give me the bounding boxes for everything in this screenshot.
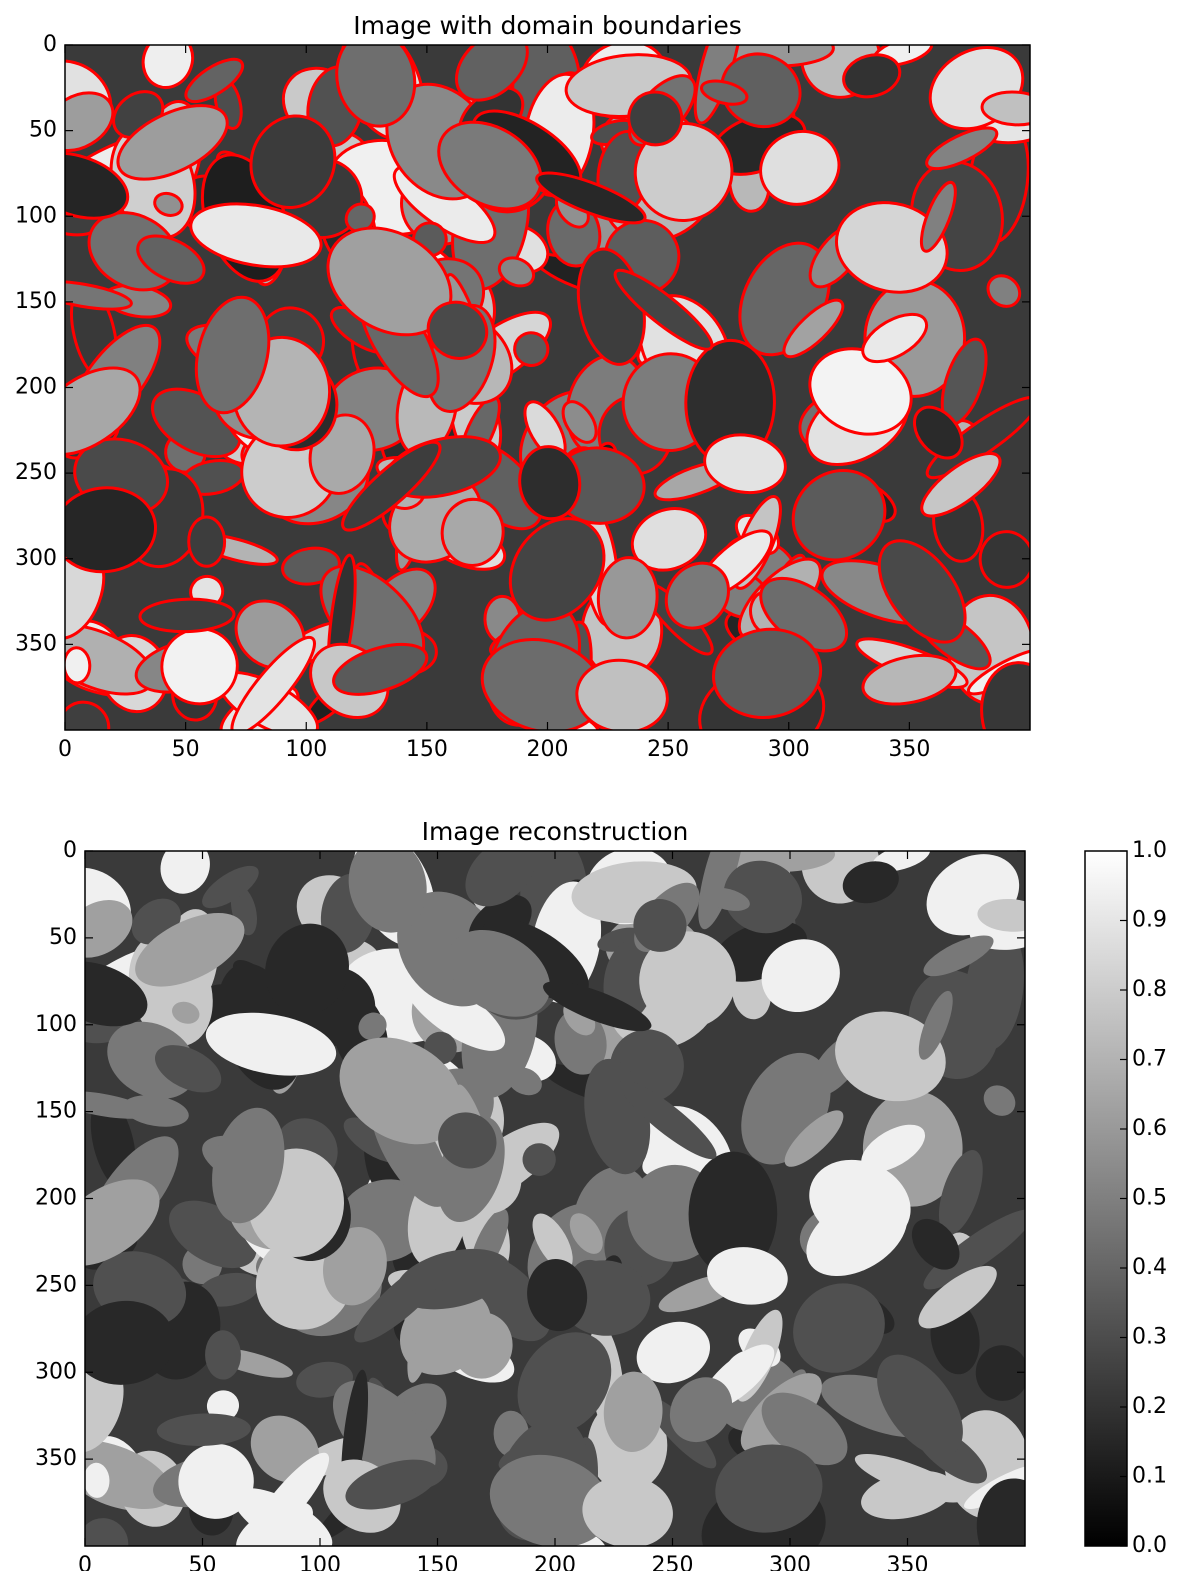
y-tick-label: 0 (63, 838, 77, 863)
x-tick-label: 150 (417, 1553, 459, 1571)
x-tick-label: 50 (189, 1553, 217, 1571)
x-tick-label: 0 (58, 737, 72, 762)
x-tick-label: 100 (285, 737, 327, 762)
x-tick-label: 200 (527, 737, 569, 762)
colorbar-tick-label: 0.3 (1132, 1325, 1167, 1350)
y-tick-label: 50 (29, 118, 57, 143)
x-tick-label: 150 (406, 737, 448, 762)
y-tick-label: 200 (35, 1186, 77, 1211)
x-tick-label: 0 (78, 1553, 92, 1571)
x-tick-label: 300 (768, 737, 810, 762)
x-tick-label: 200 (534, 1553, 576, 1571)
colorbar-tick-label: 0.5 (1132, 1186, 1167, 1211)
x-tick-label: 50 (172, 737, 200, 762)
chart-title: Image reconstruction (422, 817, 689, 846)
image (26, 803, 1068, 1571)
image-region (188, 517, 225, 567)
image (6, 0, 1072, 775)
chart-title: Image with domain boundaries (353, 11, 741, 40)
x-tick-label: 250 (652, 1553, 694, 1571)
y-tick-label: 100 (35, 1012, 77, 1037)
y-tick-label: 150 (35, 1099, 77, 1124)
y-tick-label: 250 (15, 460, 57, 485)
colorbar-tick-label: 1.0 (1132, 838, 1167, 863)
y-tick-label: 350 (35, 1446, 77, 1471)
y-tick-label: 200 (15, 375, 57, 400)
y-tick-label: 0 (43, 32, 57, 57)
x-tick-label: 350 (888, 737, 930, 762)
colorbar-tick-label: 0.6 (1132, 1116, 1167, 1141)
colorbar-tick-label: 0.1 (1132, 1464, 1167, 1489)
image-region (63, 647, 90, 683)
y-tick-label: 150 (15, 289, 57, 314)
colorbar-tick-label: 0.7 (1132, 1047, 1167, 1072)
colorbar-tick-label: 0.9 (1132, 908, 1167, 933)
y-tick-label: 350 (15, 631, 57, 656)
colorbar-tick-label: 0.0 (1132, 1533, 1167, 1558)
x-tick-label: 250 (647, 737, 689, 762)
x-tick-label: 300 (769, 1553, 811, 1571)
x-tick-label: 100 (299, 1553, 341, 1571)
y-tick-label: 50 (49, 925, 77, 950)
colorbar-tick-label: 0.2 (1132, 1394, 1167, 1419)
y-tick-label: 300 (35, 1359, 77, 1384)
x-tick-label: 350 (887, 1553, 929, 1571)
colorbar-tick-label: 0.8 (1132, 977, 1167, 1002)
figure: Image with domain boundaries 0 50 100 150 200… (0, 0, 1183, 1571)
y-tick-label: 100 (15, 203, 57, 228)
y-tick-label: 300 (15, 546, 57, 571)
colorbar-tick-label: 0.4 (1132, 1255, 1167, 1280)
y-tick-label: 250 (35, 1272, 77, 1297)
